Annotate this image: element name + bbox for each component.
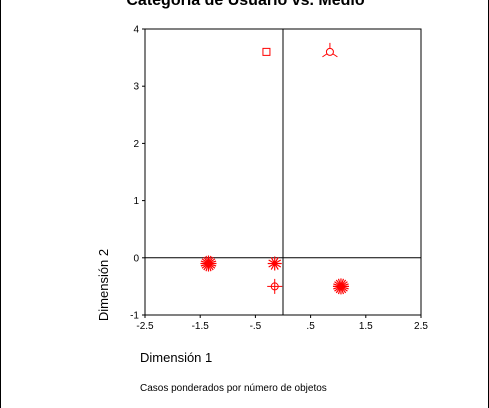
y-tick-label: 4	[133, 25, 139, 36]
x-axis-ticks: -2.5 -1.5 -.5 .5 1.5 2.5	[136, 315, 428, 332]
data-point-starburst	[332, 278, 349, 295]
chart-title: Categoría de Usuario vs. Medio	[126, 0, 365, 9]
data-point-circle-cross	[267, 278, 283, 294]
y-axis-title: Dimensión 2	[96, 249, 111, 321]
x-tick-label: -1.5	[192, 321, 210, 332]
y-tick-label: 2	[133, 139, 139, 150]
y-axis-ticks: -1 0 1 2 3 4	[130, 25, 145, 322]
x-tick-label: .5	[306, 321, 315, 332]
data-markers	[200, 42, 349, 295]
data-point-square	[262, 47, 271, 56]
footnote: Casos ponderados por número de objetos	[140, 383, 327, 394]
x-tick-label: 2.5	[414, 321, 428, 332]
x-axis-title: Dimensión 1	[140, 350, 213, 365]
x-tick-label: 1.5	[359, 321, 373, 332]
data-point-circle-tri	[322, 42, 338, 58]
y-tick-label: 3	[133, 82, 139, 93]
x-tick-label: -2.5	[136, 321, 154, 332]
data-point-starburst	[200, 255, 217, 272]
y-tick-label: -1	[130, 311, 139, 322]
y-tick-label: 1	[133, 196, 139, 207]
reference-lines	[145, 29, 421, 315]
y-tick-label: 0	[133, 253, 139, 264]
data-point-starburst-small	[267, 256, 282, 271]
x-tick-label: -.5	[250, 321, 262, 332]
